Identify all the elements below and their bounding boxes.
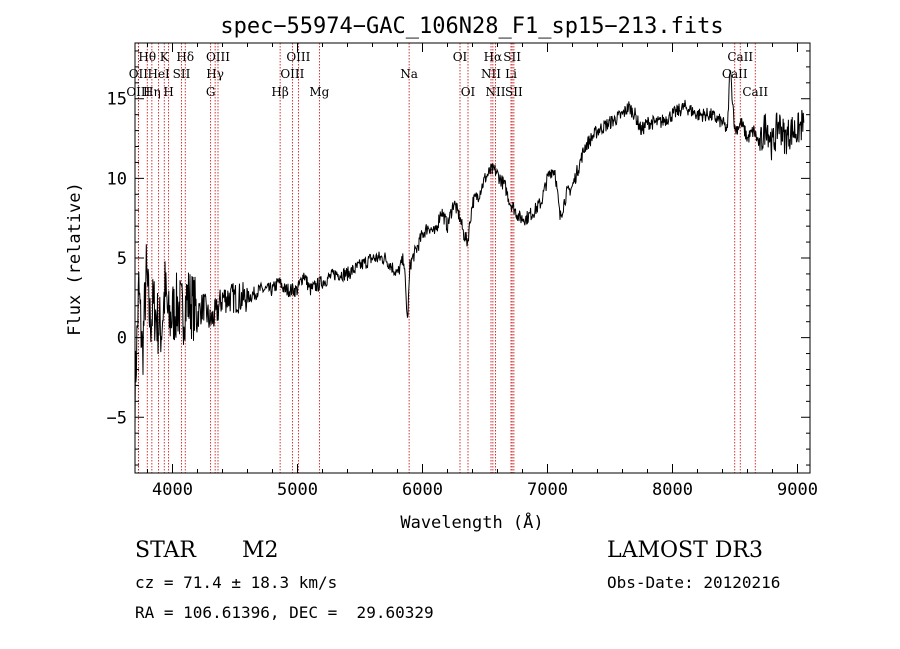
marker-label-6: Hα xyxy=(484,50,503,64)
y-tick-label-0: −5 xyxy=(107,408,127,428)
x-tick-label-3: 7000 xyxy=(527,480,568,500)
marker-label-27: CaII xyxy=(742,85,768,99)
emission-line-markers xyxy=(137,43,756,473)
marker-label-20: H xyxy=(163,85,173,99)
x-axis-ticks: 4000 5000 6000 7000 8000 9000 xyxy=(147,43,818,500)
survey-name: LAMOST DR3 xyxy=(607,538,763,563)
x-tick-label-4: 8000 xyxy=(652,480,693,500)
marker-label-5: OI xyxy=(453,50,468,64)
redshift-text: cz = 71.4 ± 18.3 km/s xyxy=(135,573,338,592)
object-subclass: M2 xyxy=(242,538,279,563)
marker-label-14: Na xyxy=(400,67,418,81)
marker-label-22: Hβ xyxy=(271,85,288,99)
marker-label-7: SII xyxy=(503,50,521,64)
marker-label-8: CaII xyxy=(727,50,753,64)
marker-label-13: OIII xyxy=(280,67,304,81)
x-tick-label-1: 5000 xyxy=(277,480,318,500)
marker-label-25: NII xyxy=(486,85,506,99)
marker-label-10: HeI xyxy=(147,67,170,81)
marker-label-19: Hη xyxy=(143,85,161,99)
marker-label-26: SII xyxy=(505,85,523,99)
chart-title: spec−55974−GAC_106N28_F1_sp15−213.fits xyxy=(220,14,723,39)
marker-label-17: CaII xyxy=(722,67,748,81)
marker-label-24: OI xyxy=(461,85,476,99)
object-class: STAR xyxy=(135,538,196,563)
marker-label-21: G xyxy=(206,85,216,99)
obs-date: Obs-Date: 20120216 xyxy=(607,573,781,592)
marker-label-9: OII xyxy=(129,67,149,81)
marker-label-15: NII xyxy=(481,67,501,81)
marker-label-23: Mg xyxy=(309,85,329,99)
coordinates: RA = 106.61396, DEC = 29.60329 xyxy=(135,603,434,622)
x-tick-label-2: 6000 xyxy=(402,480,443,500)
y-axis-label: Flux (relative) xyxy=(65,182,85,336)
marker-label-16: Li xyxy=(505,67,517,81)
x-tick-label-5: 9000 xyxy=(777,480,818,500)
spectrum-line xyxy=(134,70,805,429)
marker-label-2: Hδ xyxy=(176,50,194,64)
y-axis-ticks: −5 0 5 10 15 xyxy=(107,50,810,466)
marker-label-3: OIII xyxy=(206,50,230,64)
y-tick-label-2: 5 xyxy=(117,249,127,269)
marker-label-0: Hθ xyxy=(138,50,156,64)
plot-frame xyxy=(134,42,811,474)
x-axis-label: Wavelength (Å) xyxy=(400,511,543,533)
y-tick-label-1: 0 xyxy=(117,329,127,349)
y-tick-label-4: 15 xyxy=(107,90,127,110)
x-tick-label-0: 4000 xyxy=(152,480,193,500)
marker-label-4: OIII xyxy=(286,50,310,64)
y-tick-label-3: 10 xyxy=(107,169,127,189)
marker-label-18: OIII xyxy=(126,85,150,99)
marker-label-11: SII xyxy=(173,67,191,81)
marker-label-12: Hγ xyxy=(206,67,224,81)
marker-label-1: K xyxy=(160,50,170,64)
